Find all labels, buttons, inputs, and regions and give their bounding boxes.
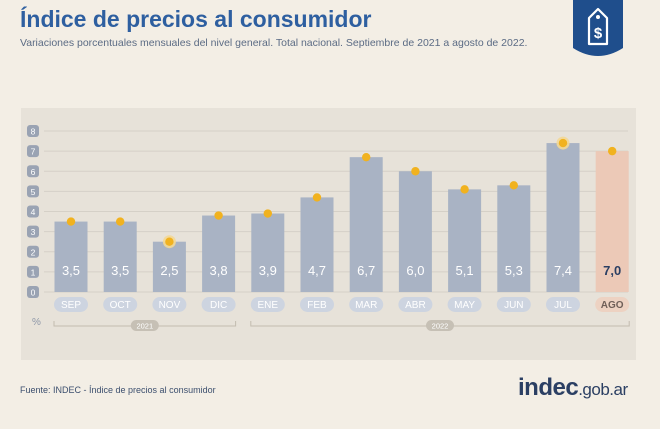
y-tick-label: 3 [31,227,36,237]
year-label: 2021 [136,322,153,331]
x-tick-label: JUL [554,300,572,311]
value-label: 5,3 [505,263,523,278]
marker-feb [312,193,322,202]
x-tick-badge [595,297,630,312]
bar-abr [398,171,432,292]
y-tick-badge [27,265,39,278]
y-tick-badge [27,125,39,137]
x-tick-badge [250,297,285,312]
value-label: 6,7 [357,263,375,278]
bars: 3,5 3,5 2,5 3,8 3,9 4,7 6,7 6,0 5,1 5,3 7,4 7,0 [54,136,629,292]
bar-jun [497,185,531,292]
x-tick-label: ABR [405,300,426,311]
y-tick-label: 6 [31,167,36,177]
marker-sep [66,217,76,226]
value-label: 7,0 [603,263,621,278]
y-tick-label: 1 [31,267,36,277]
marker-dic [214,211,223,220]
marker-jun [509,181,518,190]
value-label: 7,4 [554,263,572,278]
y-tick-label: 2 [31,247,36,257]
value-label: 6,0 [406,263,424,278]
x-tick-label: MAY [454,300,475,311]
page-subtitle: Variaciones porcentuales mensuales del n… [20,37,528,49]
x-tick-label: OCT [110,300,131,311]
x-tick-label: FEB [307,300,327,311]
value-label: 5,1 [456,263,474,278]
value-label: 3,5 [62,263,80,278]
y-tick-badge [27,165,39,178]
year-badge [130,320,159,331]
bar-feb [300,197,334,292]
y-tick-label: 0 [31,288,36,298]
year-badge [426,320,454,331]
y-tick-badge [27,225,39,238]
brand-name[interactable]: indec [518,374,579,401]
bar-mar [349,157,383,292]
page-title: Índice de precios al consumidor [20,6,372,32]
source-note: Fuente: INDEC - Índice de precios al con… [20,385,216,395]
bar-jul [546,143,580,292]
value-label: 3,9 [259,263,277,278]
bar-dic [202,215,236,292]
y-axis: 0 1 2 3 4 5 6 7 8 [27,125,39,298]
y-tick-badge [27,245,39,258]
marker-oct [116,217,125,226]
x-tick-label: MAR [355,300,377,311]
value-label: 3,5 [111,263,129,278]
x-tick-label: JUN [504,300,523,311]
y-tick-badge [27,145,39,158]
y-tick-badge [27,286,39,298]
bar-ene [251,213,285,292]
bar-oct [103,221,137,292]
y-tick-label: 8 [31,127,36,137]
y-tick-badge [27,185,39,198]
y-tick-label: 5 [31,187,36,197]
x-tick-badge [54,297,88,312]
year-groups: 2021 2022 [53,320,630,331]
x-tick-badge [103,297,138,312]
x-tick-badge [496,297,531,312]
x-tick-label: AGO [601,300,624,311]
x-tick-badge [201,297,236,312]
bar-may [448,189,482,292]
marker-ago [608,146,617,156]
y-tick-badge [27,205,39,218]
x-tick-label: SEP [61,300,81,311]
price-tag-dollar-icon: $ [573,0,623,56]
bar-ago [595,151,629,292]
value-label: 4,7 [308,263,326,278]
x-tick-label: ENE [258,300,279,311]
marker-mar [362,152,371,162]
chart-grid [44,130,628,293]
x-tick-badge [152,297,187,312]
bar-nov [152,241,186,292]
x-tick-label: NOV [159,300,181,311]
marker-nov [165,237,174,246]
bar-sep [54,221,88,292]
svg-text:$: $ [594,25,603,42]
x-axis: SEP OCT NOV DIC ENE FEB MAR ABR MAY JUN JUL AGO [54,297,630,312]
x-tick-badge [546,297,580,312]
brand-suffix[interactable]: .gob.ar [578,380,628,399]
marker-may [460,185,469,194]
x-tick-label: DIC [210,300,227,311]
marker-jul [558,138,568,148]
unit-label: % [32,317,41,328]
brand-logo[interactable]: indec.gob.ar [518,374,628,402]
x-tick-badge [349,297,384,312]
value-label: 3,8 [210,263,228,278]
x-tick-badge [447,297,482,312]
marker-abr [411,167,420,176]
year-label: 2022 [432,322,449,331]
y-tick-label: 7 [31,147,36,157]
x-tick-badge [398,297,433,312]
marker-ene [263,209,272,218]
value-label: 2,5 [160,263,178,278]
y-tick-label: 4 [31,207,36,217]
x-tick-badge [300,297,334,312]
